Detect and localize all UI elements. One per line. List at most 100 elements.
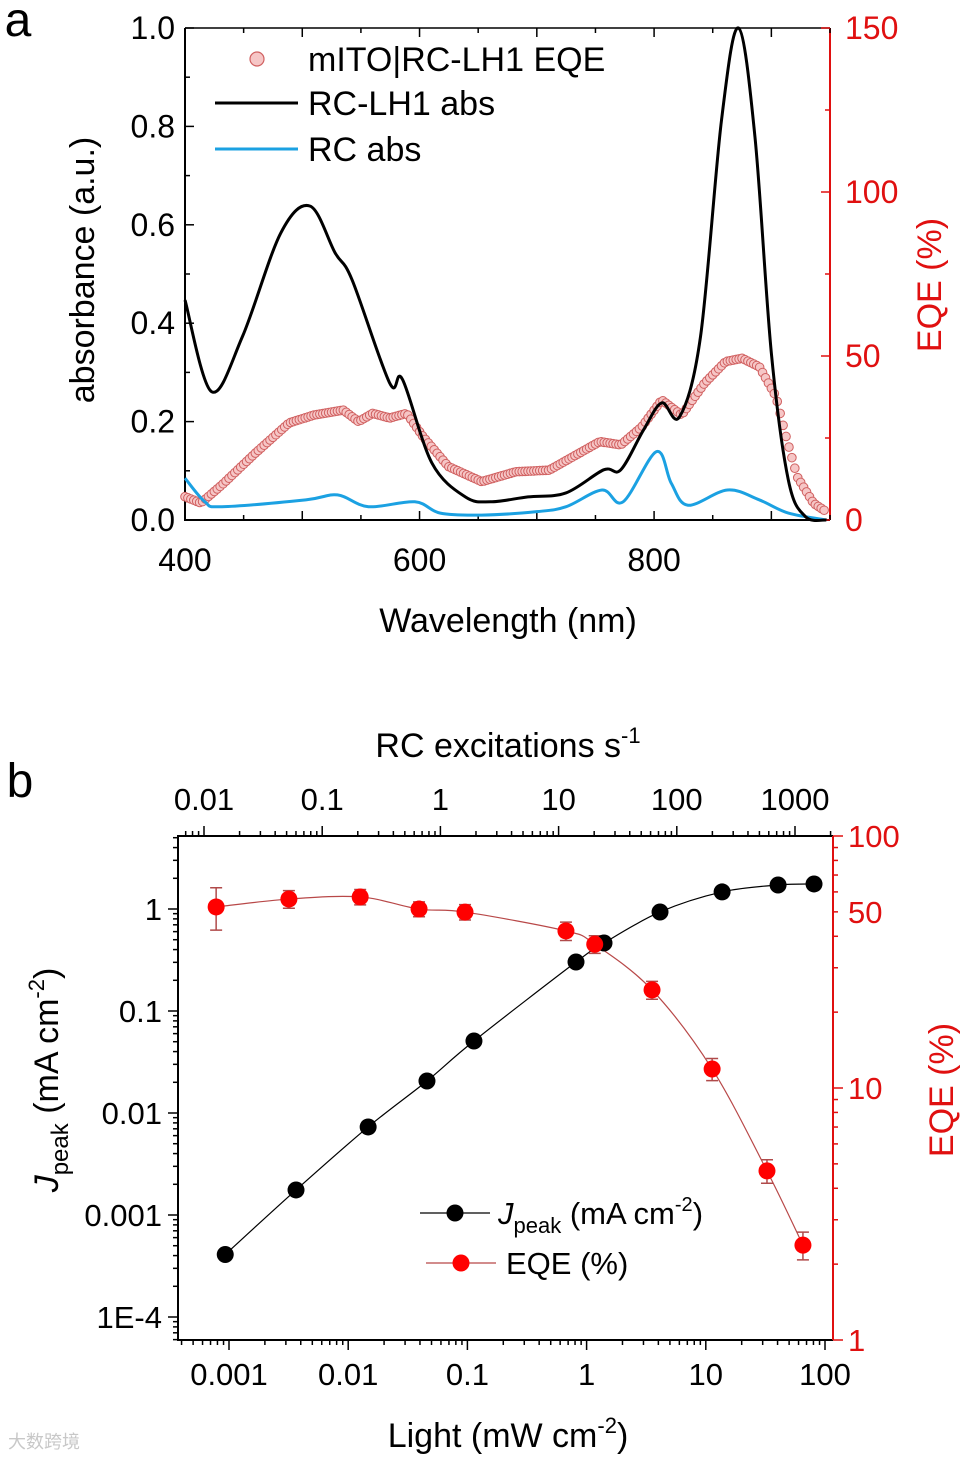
y-tick-label: 0.6 — [131, 207, 175, 243]
y-tick-label: 0.4 — [131, 305, 175, 341]
jpeak-point — [769, 876, 787, 894]
y-axis-title: absorbance (a.u.) — [64, 137, 102, 404]
y2-tick-label: 150 — [845, 10, 898, 46]
panel-label-a: a — [5, 0, 32, 47]
x-tick-label: 0.01 — [318, 1357, 378, 1392]
legend-sub: peak — [514, 1213, 563, 1238]
x-title-sup: -2 — [597, 1413, 617, 1438]
legend-marker-eqe — [452, 1254, 470, 1272]
y-title-close: ) — [28, 968, 66, 979]
legend-label-rc: RC abs — [308, 131, 421, 169]
series-rc-lh1-abs-line — [183, 26, 827, 523]
jpeak-point — [465, 1032, 483, 1050]
y-title-text: (mA cm — [28, 999, 66, 1124]
y-tick-label: 0.0 — [131, 502, 175, 538]
legend-text: (mA cm — [561, 1196, 675, 1231]
y-title-sup: -2 — [24, 979, 49, 999]
x2-tick-label: 0.01 — [174, 782, 234, 817]
eqe-point — [280, 890, 298, 908]
x-tick-label: 600 — [393, 542, 446, 578]
x2-tick-label: 100 — [651, 782, 703, 817]
legend-j: J — [497, 1196, 514, 1231]
eqe-marker — [790, 463, 800, 474]
x2-tick-label: 0.1 — [301, 782, 344, 817]
x2-title-text: RC excitations s — [375, 727, 621, 765]
eqe-point — [351, 888, 369, 906]
eqe-point — [557, 922, 575, 940]
legend-marker-eqe — [249, 51, 265, 67]
y-tick-label: 1.0 — [131, 10, 175, 46]
jpeak-point — [651, 903, 669, 921]
jpeak-point — [287, 1181, 305, 1199]
legend-sup: -2 — [675, 1194, 693, 1216]
jpeak-point — [713, 883, 731, 901]
x-axis-title: Wavelength (nm) — [379, 602, 637, 640]
legend-marker-jpeak — [446, 1204, 464, 1222]
x-tick-label: 400 — [158, 542, 211, 578]
legend-close: ) — [693, 1196, 703, 1231]
eqe-marker — [819, 505, 829, 516]
y-title-sub: peak — [47, 1122, 74, 1175]
eqe-point — [207, 898, 225, 916]
x-axis-title: Light (mW cm-2) — [388, 1413, 629, 1455]
y2-axis-title: EQE (%) — [911, 218, 949, 352]
jpeak-point — [418, 1072, 436, 1090]
legend-b: Jpeak (mA cm-2) EQE (%) — [420, 1194, 703, 1281]
x-title-close: ) — [617, 1417, 628, 1455]
eqe-point — [586, 935, 604, 953]
y-tick-label: 0.2 — [131, 404, 175, 440]
x2-axis-title: RC excitations s-1 — [375, 723, 640, 765]
x-tick-label: 0.001 — [190, 1357, 268, 1392]
x-title-text: Light (mW cm — [388, 1417, 598, 1455]
eqe-point — [758, 1162, 776, 1180]
jpeak-fit-line — [224, 883, 815, 1255]
x-tick-label: 10 — [689, 1357, 723, 1392]
eqe-point — [643, 981, 661, 999]
y2-tick-label: 50 — [848, 895, 882, 930]
watermark: 大数跨境 — [8, 1432, 80, 1453]
eqe-marker — [784, 442, 794, 452]
y2-tick-label: 100 — [845, 174, 898, 210]
eqe-point — [794, 1236, 812, 1254]
y-tick-label: 0.01 — [102, 1096, 162, 1131]
x-tick-label: 1 — [578, 1357, 595, 1392]
jpeak-point — [805, 875, 823, 893]
eqe-point — [703, 1060, 721, 1078]
y-tick-label: 0.1 — [119, 994, 162, 1029]
y2-tick-label: 100 — [848, 819, 900, 854]
series-rc-abs-line — [183, 450, 827, 522]
x2-tick-label: 1000 — [761, 782, 830, 817]
y2-tick-label: 0 — [845, 502, 863, 538]
panel-b: b 0.001 0.01 0.1 1 10 100 0.01 0.1 1 10 100 1000 1E-4… — [7, 723, 961, 1455]
x2-title-sup: -1 — [621, 723, 641, 748]
y2-tick-label: 1 — [848, 1323, 865, 1358]
eqe-marker — [787, 452, 797, 463]
y2-axis-title: EQE (%) — [923, 1023, 961, 1157]
legend-label-eqe: EQE (%) — [506, 1246, 628, 1281]
jpeak-point — [567, 953, 585, 971]
x-tick-label: 100 — [799, 1357, 851, 1392]
y-tick-label: 0.001 — [84, 1198, 162, 1233]
legend-label-jpeak: Jpeak (mA cm-2) — [497, 1194, 703, 1238]
panel-a: a 400 600 800 0.0 0.2 0.4 0.6 0.8 1.0 0 50 100 150 Wav… — [5, 0, 949, 640]
y-tick-label: 1 — [145, 892, 162, 927]
panel-label-b: b — [7, 755, 34, 808]
x-tick-label: 800 — [627, 542, 680, 578]
eqe-point — [456, 903, 474, 921]
eqe-point — [410, 900, 428, 918]
legend-label-eqe: mITO|RC-LH1 EQE — [308, 41, 605, 79]
x2-tick-label: 10 — [541, 782, 575, 817]
y2-tick-label: 10 — [848, 1071, 882, 1106]
frame-axes — [177, 835, 833, 1341]
y2-tick-label: 50 — [845, 338, 881, 374]
y-tick-label: 0.8 — [131, 108, 175, 144]
y-axis-title: Jpeak (mA cm-2) — [24, 968, 74, 1194]
y-tick-label: 1E-4 — [97, 1300, 162, 1335]
x2-tick-label: 1 — [432, 782, 449, 817]
legend-label-rc-lh1: RC-LH1 abs — [308, 85, 495, 123]
jpeak-point — [216, 1245, 234, 1263]
jpeak-point — [359, 1118, 377, 1136]
eqe-marker — [781, 431, 791, 442]
y-title-j: J — [28, 1174, 66, 1193]
